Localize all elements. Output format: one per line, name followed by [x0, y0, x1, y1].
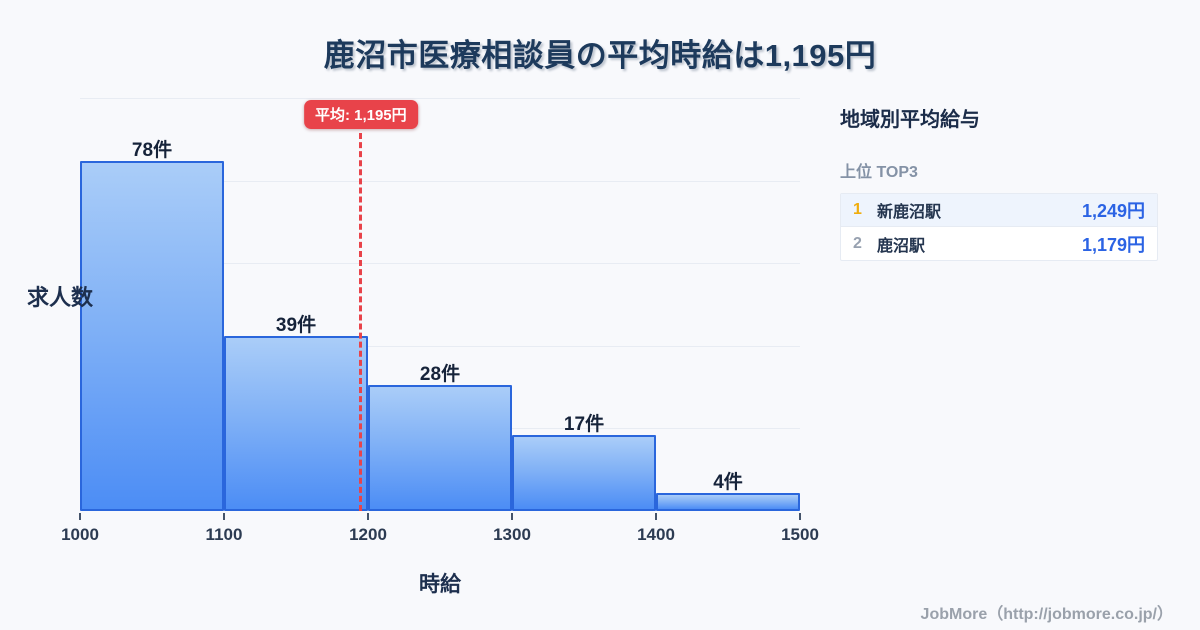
page-title: 鹿沼市医療相談員の平均時給は1,195円 — [323, 38, 877, 73]
bar-value-label: 4件 — [713, 472, 743, 493]
x-tick-label: 1500 — [781, 525, 819, 544]
histogram-plot-area: 78件 39件 28件 17件 4件 1000 1100 1200 1300 1400 1500 平均… — [61, 98, 819, 544]
salary-value: 1,179円 — [1081, 234, 1145, 255]
x-tick-label: 1000 — [61, 525, 99, 544]
histogram-bar — [224, 335, 368, 511]
gridline — [80, 263, 800, 265]
x-tick-mark — [367, 513, 369, 520]
x-tick-label: 1400 — [637, 525, 675, 544]
gridline — [80, 180, 800, 182]
station-name: 鹿沼駅 — [877, 237, 926, 255]
x-tick-mark — [511, 513, 513, 520]
bar-value-label: 28件 — [419, 364, 461, 386]
bar-value-label: 17件 — [563, 413, 605, 435]
top3-label: 上位 TOP3 — [840, 164, 918, 181]
bar-value-label: 78件 — [131, 139, 173, 161]
gridline — [80, 98, 800, 99]
histogram-bar — [512, 434, 656, 511]
x-tick-mark — [223, 513, 225, 520]
average-badge: 平均: 1,195円 — [303, 100, 418, 129]
histogram-bar — [656, 493, 800, 511]
histogram-bar — [80, 160, 224, 511]
rank-number: 2 — [853, 234, 862, 252]
x-tick-mark — [799, 513, 801, 520]
bar-value-label: 39件 — [275, 314, 317, 336]
rank-number: 1 — [853, 201, 862, 218]
region-row: 1 新鹿沼駅 1,249円 — [841, 194, 1157, 227]
region-table: 1 新鹿沼駅 1,249円 2 鹿沼駅 1,179円 — [840, 193, 1158, 261]
x-axis-label: 時給 — [419, 573, 461, 596]
x-tick-label: 1200 — [349, 525, 387, 544]
y-axis-label: 求人数 — [27, 285, 94, 310]
x-tick-label: 1100 — [205, 525, 243, 544]
region-salary-panel: 地域別平均給与 上位 TOP3 1 新鹿沼駅 1,249円 2 鹿沼駅 1,179円 — [840, 103, 1158, 261]
x-tick-mark — [655, 513, 657, 520]
station-name: 新鹿沼駅 — [877, 204, 942, 221]
histogram-bar — [368, 385, 512, 511]
x-tick-mark — [79, 513, 81, 520]
salary-value: 1,249円 — [1081, 201, 1145, 221]
gridline — [80, 345, 800, 347]
region-panel-title: 地域別平均給与 — [840, 109, 980, 131]
region-row: 2 鹿沼駅 1,179円 — [841, 227, 1157, 260]
average-dashed-line — [359, 133, 363, 511]
footer-credit: JobMore（http://jobmore.co.jp/） — [920, 606, 1173, 623]
x-tick-label: 1300 — [493, 525, 531, 544]
